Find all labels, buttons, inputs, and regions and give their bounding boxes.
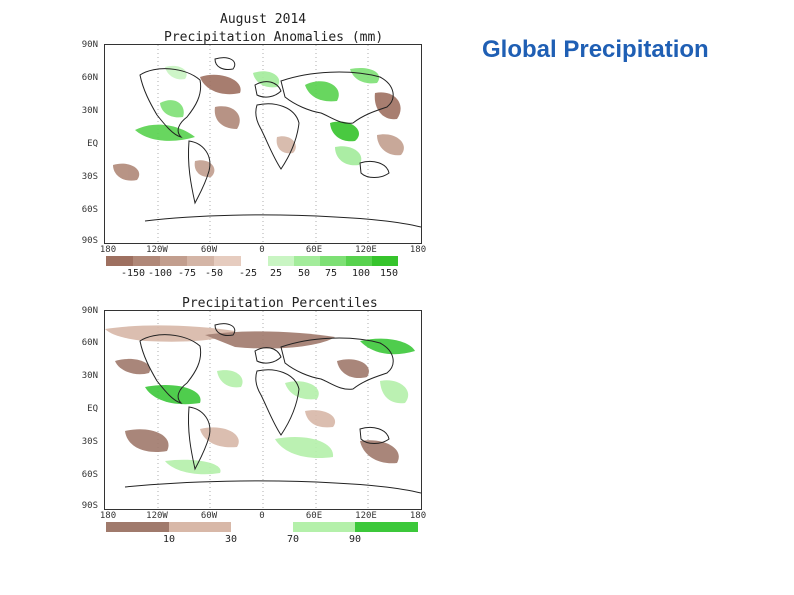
map1-legend-swatch bbox=[133, 256, 160, 266]
map1-lat-eq: EQ bbox=[87, 139, 98, 149]
map1-legend-swatch bbox=[214, 256, 241, 266]
map2-lat-30n: 30N bbox=[81, 371, 98, 381]
map1-legend-swatch bbox=[268, 256, 294, 266]
map1-legend-label: 75 bbox=[324, 268, 338, 279]
map2-lat-60n: 60N bbox=[81, 338, 98, 348]
map2-legend-swatch bbox=[355, 522, 418, 532]
map1-lat-60s: 60S bbox=[81, 205, 98, 215]
map1-legend-swatch bbox=[241, 256, 268, 266]
map1-legend-swatch bbox=[160, 256, 187, 266]
map2-lon-120e: 120E bbox=[355, 511, 377, 521]
map1-legend-swatch bbox=[106, 256, 133, 266]
map1-legend-label: 25 bbox=[269, 268, 283, 279]
map1-legend-label: -75 bbox=[177, 268, 197, 279]
map1-lon-0: 0 bbox=[259, 245, 265, 255]
map2-lon-180e: 180 bbox=[409, 511, 427, 521]
map1-plot bbox=[113, 45, 421, 243]
map1-legend-label: 50 bbox=[297, 268, 311, 279]
map1-legend-label: 150 bbox=[379, 268, 399, 279]
map2-legend-swatch bbox=[106, 522, 169, 532]
map2-lat-eq: EQ bbox=[87, 404, 98, 414]
map1-legend-label: -150 bbox=[120, 268, 146, 279]
map1-lon-60w: 60W bbox=[200, 245, 218, 255]
map2-lat-60s: 60S bbox=[81, 470, 98, 480]
map2-lon-120w: 120W bbox=[146, 511, 168, 521]
map1-lat-30n: 30N bbox=[81, 106, 98, 116]
map1-lon-120e: 120E bbox=[355, 245, 377, 255]
map1-frame bbox=[104, 44, 422, 244]
map2-title: Precipitation Percentiles bbox=[182, 296, 378, 311]
map1-legend-label: -50 bbox=[204, 268, 224, 279]
map2-legend-swatch bbox=[169, 522, 231, 532]
map1-title-line1: August 2014 bbox=[220, 12, 307, 27]
map1-legend-swatch bbox=[346, 256, 372, 266]
map2-legend-label: 70 bbox=[286, 534, 300, 545]
map2-lat-90n: 90N bbox=[81, 306, 98, 316]
map2-lon-0: 0 bbox=[259, 511, 265, 521]
map1-lat-60n: 60N bbox=[81, 73, 98, 83]
map1-legend-swatch bbox=[294, 256, 320, 266]
map2-frame bbox=[104, 310, 422, 510]
map2-lat-30s: 30S bbox=[81, 437, 98, 447]
map1-legend-swatch bbox=[372, 256, 398, 266]
map1-lon-120w: 120W bbox=[146, 245, 168, 255]
map1-lon-180w: 180 bbox=[99, 245, 117, 255]
map1-legend-label: 100 bbox=[351, 268, 371, 279]
map1-anomaly-shading bbox=[113, 65, 404, 181]
map2-legend-label: 90 bbox=[348, 534, 362, 545]
map2-lon-180w: 180 bbox=[99, 511, 117, 521]
map1-lat-90n: 90N bbox=[81, 40, 98, 50]
map1-legend-bar bbox=[106, 256, 398, 266]
map1-lat-30s: 30S bbox=[81, 172, 98, 182]
map2-lon-60e: 60E bbox=[305, 511, 323, 521]
map1-legend-label: -25 bbox=[238, 268, 258, 279]
map2-legend-swatch bbox=[231, 522, 293, 532]
slide-title: Global Precipitation bbox=[482, 36, 709, 63]
map2-plot bbox=[105, 311, 421, 509]
map2-legend-label: 10 bbox=[162, 534, 176, 545]
map1-legend-swatch bbox=[320, 256, 346, 266]
map2-percentile-shading bbox=[105, 325, 415, 475]
map1-lat-90s: 90S bbox=[81, 236, 98, 246]
map2-legend-bar bbox=[106, 522, 418, 532]
map2-lat-90s: 90S bbox=[81, 501, 98, 511]
map1-lon-180e: 180 bbox=[409, 245, 427, 255]
map1-legend-swatch bbox=[187, 256, 214, 266]
map2-legend-swatch bbox=[293, 522, 355, 532]
map1-legend-label: -100 bbox=[147, 268, 173, 279]
map1-title-line2: Precipitation Anomalies (mm) bbox=[164, 30, 384, 45]
map2-lon-60w: 60W bbox=[200, 511, 218, 521]
map2-legend-label: 30 bbox=[224, 534, 238, 545]
map1-lon-60e: 60E bbox=[305, 245, 323, 255]
